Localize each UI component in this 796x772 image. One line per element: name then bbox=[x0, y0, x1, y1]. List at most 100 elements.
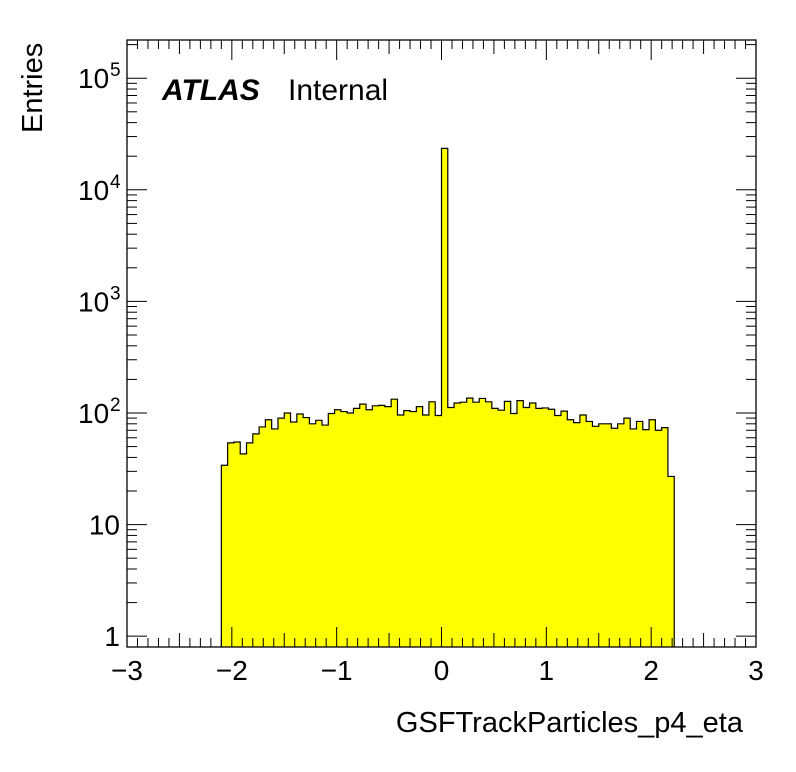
histogram-bar bbox=[453, 402, 461, 648]
y-tick-label: 10 bbox=[78, 286, 109, 317]
histogram-bar bbox=[441, 148, 449, 648]
histogram-bar bbox=[529, 402, 537, 648]
histogram-bar bbox=[283, 412, 291, 648]
histogram-bar bbox=[428, 401, 436, 648]
histogram-bar bbox=[258, 426, 266, 648]
histogram-bar bbox=[667, 476, 675, 648]
atlas-status-label: Internal bbox=[288, 74, 388, 107]
histogram-bar bbox=[302, 417, 310, 648]
histogram-bar bbox=[334, 409, 342, 648]
histogram-bar bbox=[239, 453, 247, 648]
histogram-bar bbox=[378, 405, 386, 648]
histogram-bar bbox=[636, 421, 644, 648]
histogram-bar bbox=[579, 414, 587, 648]
histogram-bar bbox=[566, 419, 574, 648]
histogram-bar bbox=[491, 408, 499, 648]
y-tick-label-exponent: 4 bbox=[110, 172, 121, 193]
histogram-bar bbox=[497, 409, 505, 648]
histogram-bar bbox=[246, 442, 254, 648]
x-axis-ticks bbox=[126, 40, 757, 647]
histogram-bar bbox=[648, 419, 656, 648]
y-axis-ticks bbox=[127, 44, 756, 637]
histogram-bar bbox=[296, 413, 304, 648]
histogram-bar bbox=[629, 428, 637, 648]
histogram-bar bbox=[535, 408, 543, 648]
histogram-bar bbox=[548, 408, 556, 648]
histogram-bar bbox=[384, 406, 392, 648]
histogram-bar bbox=[397, 414, 405, 648]
histogram-bar bbox=[321, 424, 329, 648]
histogram-bar bbox=[466, 397, 474, 648]
x-tick-label: 0 bbox=[434, 655, 450, 686]
atlas-label: ATLAS bbox=[161, 74, 260, 107]
histogram-bar bbox=[592, 425, 600, 648]
histogram-bar bbox=[309, 423, 317, 648]
histogram-bar bbox=[478, 398, 486, 648]
y-tick-label-exponent: 3 bbox=[110, 283, 121, 304]
x-tick-label: −2 bbox=[216, 655, 248, 686]
histogram-bar bbox=[233, 441, 241, 648]
y-tick-label: 10 bbox=[78, 175, 109, 206]
histogram-bar bbox=[409, 411, 417, 648]
histogram-bar bbox=[541, 407, 549, 648]
x-axis-tick-labels: −3 −2 −1 0 1 2 3 bbox=[111, 655, 764, 686]
histogram-bar bbox=[617, 423, 625, 648]
histogram-bar bbox=[365, 409, 373, 648]
histogram-bar bbox=[642, 429, 650, 648]
histogram-bar bbox=[359, 403, 367, 648]
y-tick-label: 10 bbox=[89, 510, 120, 541]
histogram-bar bbox=[340, 411, 348, 648]
histogram-bar bbox=[554, 415, 562, 648]
histogram-bar bbox=[265, 419, 272, 648]
y-tick-label-exponent: 2 bbox=[110, 395, 121, 416]
histogram-bars bbox=[221, 148, 675, 648]
histogram-outline bbox=[220, 147, 675, 647]
x-tick-label: 2 bbox=[643, 655, 659, 686]
y-tick-label: 10 bbox=[78, 63, 109, 94]
y-tick-label-exponent: 5 bbox=[110, 60, 121, 81]
histogram-bar bbox=[403, 410, 411, 648]
histogram-bar bbox=[522, 407, 530, 648]
histogram-bar bbox=[327, 413, 335, 648]
histogram-bar bbox=[661, 427, 669, 648]
histogram-bar bbox=[227, 442, 235, 648]
histogram-bar bbox=[447, 407, 455, 648]
histogram-bar bbox=[472, 401, 480, 648]
histogram-bar bbox=[460, 401, 467, 648]
histogram-bar bbox=[485, 401, 493, 648]
x-tick-label: 1 bbox=[539, 655, 555, 686]
histogram-bar bbox=[422, 414, 430, 648]
histogram-bar bbox=[585, 421, 593, 648]
histogram-bar bbox=[416, 406, 423, 648]
histogram-bar bbox=[346, 412, 354, 648]
histogram-bar bbox=[510, 413, 518, 648]
histogram-bar bbox=[434, 415, 442, 648]
x-tick-label: 3 bbox=[748, 655, 764, 686]
histogram-bar bbox=[221, 464, 228, 648]
histogram-bar bbox=[315, 420, 323, 648]
histogram-bar bbox=[516, 400, 524, 648]
histogram-bar bbox=[271, 428, 279, 648]
histogram-bar bbox=[372, 405, 379, 648]
histogram-bar bbox=[252, 433, 260, 648]
histogram-bar bbox=[573, 422, 581, 648]
histogram-bar bbox=[655, 429, 662, 648]
histogram-bar bbox=[353, 408, 361, 648]
x-axis-label: GSFTrackParticles_p4_eta bbox=[396, 707, 744, 739]
histogram-bar bbox=[504, 401, 511, 648]
histogram-bar bbox=[390, 398, 398, 648]
histogram-bar bbox=[623, 417, 631, 648]
histogram-bar bbox=[611, 427, 618, 648]
x-tick-label: −1 bbox=[321, 655, 353, 686]
x-tick-label: −3 bbox=[111, 655, 143, 686]
histogram-bar bbox=[290, 421, 298, 648]
histogram-bar bbox=[598, 423, 606, 648]
y-tick-label: 10 bbox=[78, 398, 109, 429]
histogram-bar bbox=[560, 410, 568, 648]
y-axis-label: Entries bbox=[17, 43, 49, 133]
y-tick-label: 1 bbox=[104, 621, 120, 652]
histogram-bar bbox=[277, 417, 285, 648]
histogram-bar bbox=[604, 423, 612, 648]
